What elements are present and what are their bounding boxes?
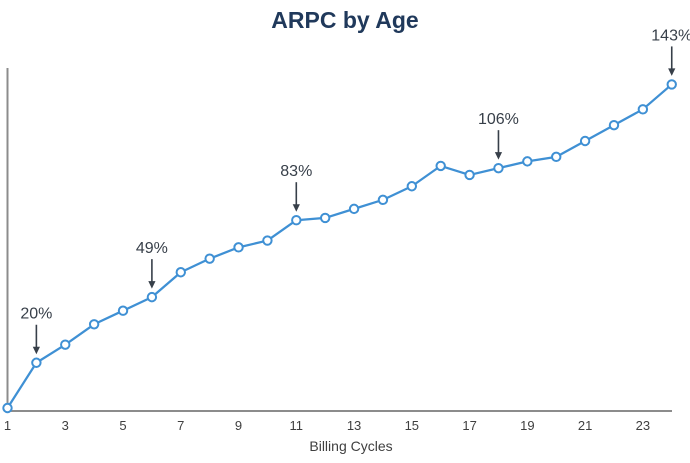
x-tick-label: 11 bbox=[290, 418, 304, 433]
data-point bbox=[608, 119, 620, 131]
annotation-label: 143% bbox=[651, 27, 690, 44]
data-point bbox=[2, 402, 13, 414]
data-point bbox=[551, 151, 562, 163]
data-point bbox=[406, 181, 418, 192]
data-point bbox=[31, 357, 42, 368]
x-axis-label: Billing Cycles bbox=[309, 438, 392, 454]
x-tick-label: 19 bbox=[520, 418, 534, 433]
data-point bbox=[204, 253, 215, 264]
annotation-arrowhead bbox=[32, 346, 40, 355]
x-tick-label: 9 bbox=[235, 418, 242, 433]
x-tick-label: 3 bbox=[62, 418, 69, 433]
data-point bbox=[435, 160, 446, 172]
annotation-arrowhead bbox=[668, 68, 676, 76]
data-point bbox=[348, 203, 360, 215]
x-tick-label: 15 bbox=[405, 418, 419, 433]
annotation-label: 20% bbox=[20, 306, 52, 323]
x-tick-label: 1 bbox=[4, 418, 11, 433]
chart-title: ARPC by Age bbox=[271, 7, 418, 33]
data-point bbox=[60, 339, 71, 350]
data-point bbox=[88, 319, 100, 330]
x-tick-label: 5 bbox=[119, 418, 126, 433]
data-point bbox=[637, 104, 649, 115]
data-point bbox=[291, 214, 302, 226]
data-point bbox=[522, 156, 533, 167]
annotation-label: 49% bbox=[136, 240, 168, 257]
data-point bbox=[117, 305, 129, 316]
data-point bbox=[233, 242, 244, 253]
x-tick-label: 7 bbox=[177, 418, 184, 433]
annotation-arrowhead bbox=[292, 204, 300, 212]
trend-line bbox=[6, 83, 673, 409]
annotation-label: 106% bbox=[478, 111, 519, 128]
annotation-arrowhead bbox=[148, 281, 156, 289]
data-point bbox=[262, 235, 273, 246]
data-point bbox=[319, 212, 331, 224]
annotation-label: 83% bbox=[280, 163, 312, 180]
data-point bbox=[579, 135, 591, 147]
annotation-arrowhead bbox=[494, 152, 503, 160]
x-tick-label: 13 bbox=[347, 418, 361, 433]
x-tick-label: 17 bbox=[462, 418, 476, 433]
data-point bbox=[493, 162, 504, 174]
data-point bbox=[146, 291, 158, 303]
data-point bbox=[377, 194, 389, 206]
data-point bbox=[175, 267, 186, 278]
data-point bbox=[666, 79, 677, 90]
x-tick-label: 23 bbox=[636, 418, 650, 433]
x-tick-label: 21 bbox=[578, 418, 592, 433]
data-point bbox=[464, 169, 475, 181]
